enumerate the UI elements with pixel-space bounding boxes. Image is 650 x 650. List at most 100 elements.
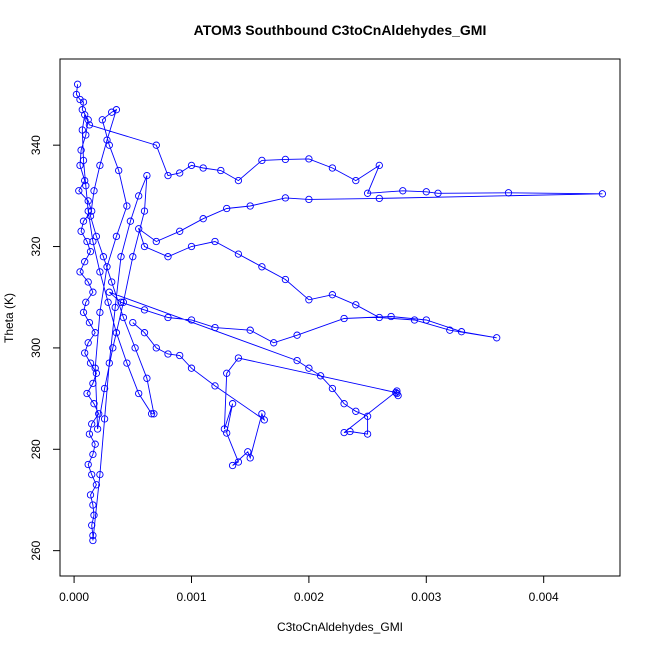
data-point [392,388,400,397]
data-point [422,188,430,196]
y-tick-label: 300 [29,338,43,358]
data-point [246,454,254,462]
data-point [93,425,102,433]
data-point [82,298,90,306]
data-point [211,237,219,246]
data-point [135,225,143,233]
data-point [88,207,96,215]
data-point [84,339,92,347]
data-point [85,430,94,438]
data-point [112,106,121,114]
data-point [234,250,243,258]
data-point [86,491,95,499]
data-point [84,278,92,286]
x-tick-label: 0.002 [294,590,324,604]
data-point [129,318,137,327]
data-point [129,253,137,261]
series-points [72,80,607,545]
data-point [140,329,149,337]
data-point [176,169,184,177]
data-point [77,227,85,235]
data-point [147,410,156,418]
data-point [112,329,121,337]
x-tick-label: 0.001 [176,590,206,604]
data-point [91,329,99,337]
data-point [176,227,184,235]
data-point [152,237,160,246]
data-point [234,458,243,466]
data-point [96,470,104,479]
data-point [328,164,337,172]
data-point [84,460,92,469]
data-point [99,253,108,261]
data-point [410,316,419,324]
data-point [119,313,128,322]
y-axis: 260 280 300 320 340 [29,135,61,561]
data-point [79,156,88,165]
data-point [493,334,501,342]
data-point [109,344,117,352]
data-point [340,314,348,323]
data-point [88,420,96,428]
data-point [187,242,196,251]
data-point [105,359,113,367]
data-point [140,207,149,215]
data-point [328,291,337,299]
data-point [223,204,231,213]
data-point [143,374,151,382]
data-point [91,364,99,372]
data-point [281,155,290,164]
x-tick-label: 0.000 [59,590,89,604]
data-point [95,410,103,418]
data-point [76,268,84,276]
data-point [75,187,83,195]
data-point [79,308,88,317]
data-point [88,470,96,479]
data-point [211,323,219,332]
data-point [305,155,313,163]
data-point [89,531,97,540]
data-point [434,189,442,197]
data-point [112,232,121,241]
chart-title: ATOM3 Southbound C3toCnAldehydes_GMI [194,22,487,38]
data-point [393,387,401,395]
data-point [316,372,325,380]
data-point [375,161,383,170]
data-point [281,194,290,202]
data-point [90,511,98,519]
data-point [199,164,207,172]
data-point [100,415,109,423]
data-point [135,192,143,200]
y-tick-label: 260 [29,540,43,560]
data-point [164,350,172,358]
y-axis-label: Theta (K) [2,293,16,343]
data-point [86,359,95,367]
data-point [88,521,96,529]
data-point [363,430,372,438]
data-point [164,171,172,180]
data-point [150,410,158,418]
data-point [187,316,196,324]
data-point [92,232,101,241]
data-point [258,410,266,418]
data-point [305,296,313,304]
data-point [140,242,149,251]
data-point [89,501,97,509]
data-point [100,384,109,393]
data-point [119,298,128,306]
data-point [103,136,111,144]
data-point [399,187,407,195]
data-point [89,288,97,296]
data-point [305,195,313,204]
data-point [131,344,139,352]
data-point [598,190,607,198]
data-point [352,301,360,309]
data-point [115,166,123,175]
data-point [89,536,97,545]
data-point [446,326,454,334]
data-point [104,298,112,306]
data-point [90,187,98,195]
data-point [393,389,401,398]
x-axis: 0.000 0.001 0.002 0.003 0.004 [59,575,559,604]
